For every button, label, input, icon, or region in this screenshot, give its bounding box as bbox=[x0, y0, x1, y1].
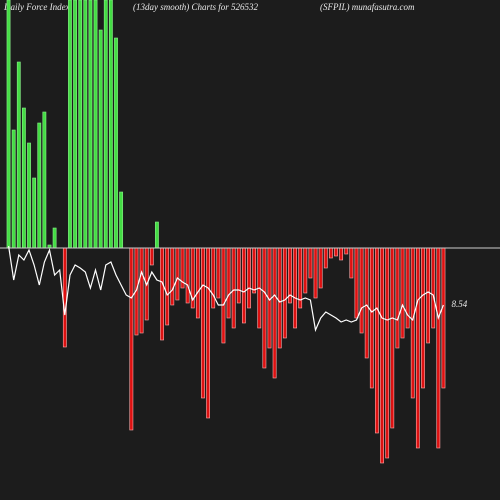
bar bbox=[22, 107, 26, 249]
bar bbox=[395, 247, 400, 349]
bar bbox=[236, 247, 241, 304]
bar bbox=[334, 247, 338, 257]
bar bbox=[385, 247, 390, 459]
bar bbox=[216, 247, 221, 299]
last-value-label: 8.54 bbox=[451, 299, 467, 309]
bar bbox=[400, 247, 405, 339]
bar bbox=[308, 247, 313, 279]
bar bbox=[11, 129, 16, 249]
chart-title: Daily Force Index bbox=[3, 2, 70, 12]
bar bbox=[328, 247, 333, 259]
bar bbox=[380, 247, 384, 464]
bar bbox=[88, 0, 93, 249]
bar bbox=[410, 247, 415, 399]
bar bbox=[226, 247, 231, 319]
bar bbox=[252, 247, 257, 294]
bar bbox=[129, 247, 134, 431]
bar bbox=[78, 0, 83, 249]
bar bbox=[195, 247, 200, 319]
bar bbox=[231, 247, 236, 329]
bar bbox=[108, 0, 113, 249]
bar bbox=[42, 111, 47, 249]
bar bbox=[369, 247, 374, 389]
bar bbox=[185, 247, 190, 304]
bar bbox=[27, 142, 31, 249]
bar bbox=[221, 247, 226, 344]
bar bbox=[160, 247, 164, 341]
bar bbox=[323, 247, 328, 269]
bar bbox=[175, 247, 180, 301]
bar bbox=[211, 247, 216, 309]
bar bbox=[16, 61, 21, 249]
bar bbox=[375, 247, 379, 434]
bar bbox=[201, 247, 205, 399]
bar bbox=[421, 247, 425, 389]
bar bbox=[303, 247, 308, 294]
bar bbox=[114, 37, 118, 249]
bar bbox=[364, 247, 369, 359]
bar bbox=[83, 0, 88, 249]
bar bbox=[242, 247, 246, 324]
bar bbox=[426, 247, 430, 344]
bar bbox=[37, 122, 42, 249]
bar bbox=[349, 247, 354, 279]
bar bbox=[313, 247, 318, 299]
bar bbox=[441, 247, 446, 389]
bar bbox=[165, 247, 170, 326]
bar bbox=[390, 247, 395, 429]
bar bbox=[436, 247, 441, 449]
bar bbox=[339, 247, 344, 261]
bar bbox=[247, 247, 251, 309]
bar bbox=[155, 221, 159, 249]
bar bbox=[272, 247, 277, 379]
bar bbox=[344, 247, 349, 255]
bar bbox=[62, 247, 67, 348]
bar bbox=[149, 247, 154, 266]
bar bbox=[32, 177, 37, 249]
bar bbox=[119, 191, 124, 249]
bar bbox=[98, 29, 103, 249]
bar bbox=[431, 247, 436, 329]
chart-subtitle: (13day smooth) Charts for 526532 bbox=[133, 2, 259, 12]
bar bbox=[318, 247, 323, 289]
chart-source: (SFPIL) munafasutra.com bbox=[320, 2, 415, 12]
bar bbox=[277, 247, 282, 349]
bar bbox=[6, 0, 11, 249]
bar bbox=[93, 0, 98, 249]
bar bbox=[206, 247, 210, 419]
smooth-line bbox=[8, 245, 444, 333]
bar bbox=[68, 0, 72, 249]
bar bbox=[359, 247, 364, 334]
bar bbox=[354, 247, 359, 319]
bar bbox=[139, 247, 144, 334]
bar bbox=[293, 247, 297, 329]
bar bbox=[52, 227, 57, 249]
bar bbox=[103, 0, 108, 249]
bar bbox=[415, 247, 420, 449]
bar bbox=[262, 247, 267, 369]
bar bbox=[170, 247, 175, 306]
bar bbox=[73, 0, 77, 249]
bar bbox=[282, 247, 287, 339]
